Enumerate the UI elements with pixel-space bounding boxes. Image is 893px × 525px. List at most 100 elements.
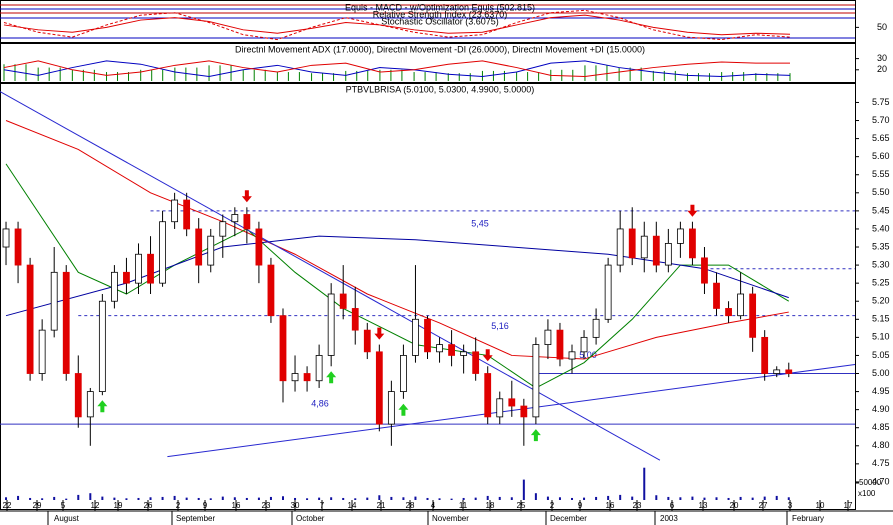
month-label: 2003 [660,514,678,523]
panel-title: Equis - MACD - w/Optimization Equis (502… [345,2,535,12]
osc-tick-label: 50 [877,22,887,32]
volume-bar [450,498,453,500]
candle-body [14,228,22,266]
volume-bar [510,497,513,500]
volume-unit: x100 [858,489,876,498]
candle-body [74,373,82,418]
y-tick-label: 5.55 [872,169,890,179]
y-tick-label: 5.65 [872,133,890,143]
volume-bar [631,496,634,500]
candle-body [303,373,311,382]
y-tick-label: 5.20 [872,296,890,306]
volume-bar [486,495,489,500]
candle-body [243,214,251,230]
dmi-tick-label: 20 [877,64,887,74]
candle-body [496,398,504,418]
volume-bar [5,497,8,500]
volume-bar [233,497,236,500]
y-tick-label: 5.00 [872,368,890,378]
y-tick-label: 4.95 [872,386,890,396]
candle-body [448,344,455,356]
day-label: 14 [348,501,357,510]
volume-bar [77,494,80,500]
volume-bar [462,497,465,500]
volume-bar [727,497,730,500]
month-label: November [432,514,469,523]
y-tick-label: 5.25 [872,278,890,288]
volume-bar [378,495,381,500]
candle-body [556,329,564,360]
candle-body [676,228,684,244]
volume-bar [715,497,718,500]
day-label: 16 [232,501,241,510]
month-label: December [550,514,587,523]
candle-body [147,253,154,284]
volume-bar [691,496,694,500]
volume-bar [546,496,549,500]
buy-arrow [530,429,541,442]
candle-body [50,271,58,331]
volume-bar [53,496,56,500]
candle-body [111,271,118,302]
candle-body [327,293,335,356]
volume-bar [655,495,658,500]
oscillator-line [3,14,791,36]
candle-body [255,228,263,266]
day-label: 18 [486,501,495,510]
oscillator-line [3,9,791,41]
trendline [167,363,856,458]
volume-bar [306,498,309,500]
candle-body [38,329,46,374]
candle-body [664,243,672,266]
day-label: 9 [578,501,583,510]
volume-bar [294,497,297,500]
day-label: 3 [788,501,793,510]
candle-body [436,344,443,353]
candle-body [472,351,480,374]
volume-bar [522,479,525,500]
day-label: 16 [606,501,615,510]
candle-body [532,344,540,418]
y-tick-label: 5.30 [872,259,890,269]
volume-bar [763,496,766,500]
volume-bar [29,497,32,500]
candle-body [725,308,732,317]
day-label: 23 [262,501,271,510]
candle-body [195,228,203,266]
sell-arrow [241,190,252,203]
y-tick-label: 5.40 [872,223,890,233]
candle-body [363,329,371,353]
volume-bar [426,497,429,500]
candle-body [267,264,275,317]
volume-bar [149,497,152,500]
candle-body [339,293,347,309]
y-tick-label: 5.35 [872,241,890,251]
volume-bar [221,496,224,500]
oscillator-frame [0,0,856,43]
candle-body [520,405,528,418]
candle-body [159,221,166,284]
panel-frames [0,0,893,512]
volume-bar [739,496,742,500]
y-tick-label: 5.10 [872,332,890,342]
volume-bar [534,493,537,500]
day-label: 28 [406,501,415,510]
candle-body [351,308,359,331]
candle-body [628,228,636,259]
y-tick-label: 5.60 [872,151,890,161]
panel-title: Stochastic Oscillator (3.6075) [381,16,499,26]
day-label: 22 [3,501,12,510]
month-label: September [176,514,215,523]
volume-bar [595,496,598,500]
volume-tick-label: 50000 [859,478,882,487]
volume-bar [571,497,574,500]
month-label: October [296,514,325,523]
candle-body [424,318,431,353]
level-label: 5,45 [471,218,489,228]
day-label: 30 [291,501,300,510]
candle-body [761,336,769,374]
volume-bar [667,496,670,500]
panel-title: Directnl Movement ADX (17.0000), Directn… [235,44,645,54]
y-tick-label: 4.70 [872,476,890,486]
